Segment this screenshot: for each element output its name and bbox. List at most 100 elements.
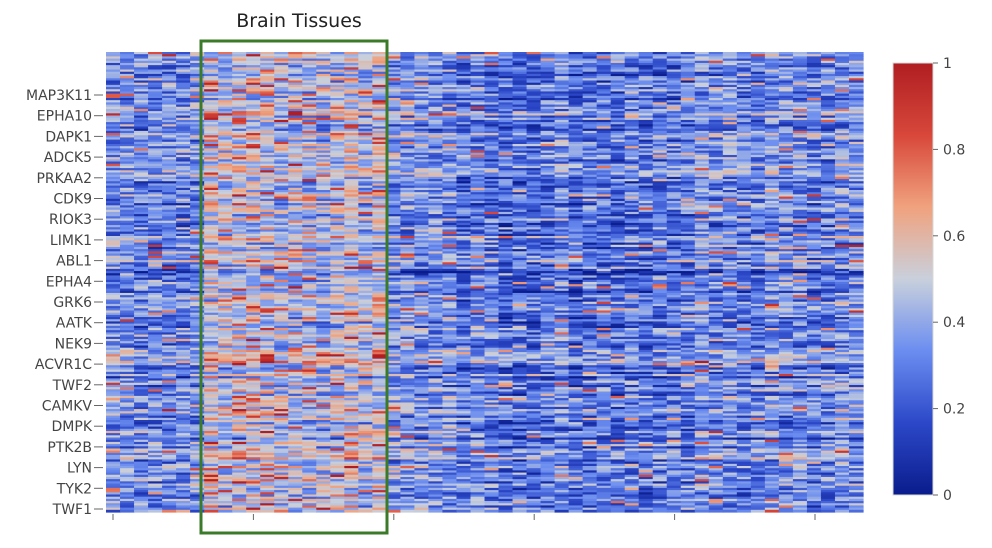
heatmap-cell bbox=[316, 152, 331, 156]
heatmap-cell bbox=[274, 60, 289, 64]
heatmap-cell bbox=[414, 65, 430, 68]
heatmap-cell bbox=[834, 60, 850, 64]
heatmap-cell bbox=[470, 102, 486, 106]
heatmap-cell bbox=[624, 52, 640, 55]
heatmap-cell bbox=[680, 62, 696, 66]
heatmap-cell bbox=[764, 124, 780, 128]
heatmap-cell bbox=[372, 104, 387, 108]
heatmap-cell bbox=[372, 60, 387, 64]
heatmap-cell bbox=[652, 106, 668, 110]
heatmap-cell bbox=[652, 139, 668, 143]
heatmap-cell bbox=[260, 130, 275, 134]
heatmap-cell bbox=[792, 62, 808, 66]
heatmap-cell bbox=[512, 154, 528, 158]
heatmap-cell bbox=[106, 54, 121, 57]
heatmap-cell bbox=[708, 82, 724, 86]
heatmap-cell bbox=[624, 71, 640, 75]
heatmap-cell bbox=[806, 67, 822, 71]
heatmap-cell bbox=[302, 58, 317, 62]
heatmap-cell bbox=[806, 148, 822, 152]
heatmap-cell bbox=[232, 102, 247, 106]
heatmap-cell bbox=[372, 69, 387, 73]
heatmap-cell bbox=[764, 157, 780, 160]
heatmap-cell bbox=[722, 130, 738, 134]
heatmap-cell bbox=[372, 141, 387, 145]
heatmap-cell bbox=[806, 128, 822, 132]
heatmap-cell bbox=[176, 87, 191, 90]
heatmap-cell bbox=[680, 135, 696, 139]
heatmap-cell bbox=[456, 76, 472, 79]
heatmap-cell bbox=[288, 67, 303, 71]
heatmap-cell bbox=[204, 69, 219, 73]
heatmap-cell bbox=[526, 100, 542, 103]
heatmap-cell bbox=[806, 52, 822, 55]
heatmap-cell bbox=[638, 133, 654, 136]
heatmap-cell bbox=[120, 115, 135, 119]
heatmap-cell bbox=[848, 119, 864, 123]
heatmap-cell bbox=[442, 71, 458, 75]
heatmap-cell bbox=[414, 91, 430, 95]
heatmap-cell bbox=[680, 87, 696, 90]
heatmap-cell bbox=[652, 150, 668, 154]
heatmap-cell bbox=[330, 67, 345, 71]
heatmap-cell bbox=[400, 87, 416, 90]
heatmap-cell bbox=[694, 98, 710, 101]
heatmap-cell bbox=[232, 141, 247, 145]
heatmap-cell bbox=[274, 122, 289, 125]
heatmap-cell bbox=[358, 152, 373, 156]
heatmap-cell bbox=[344, 148, 359, 152]
heatmap-cell bbox=[120, 93, 135, 97]
heatmap-cell bbox=[666, 130, 682, 134]
heatmap-cell bbox=[232, 135, 247, 139]
heatmap-cell bbox=[820, 148, 836, 152]
heatmap-cell bbox=[148, 119, 163, 123]
heatmap-cell bbox=[442, 108, 458, 112]
heatmap-cell bbox=[694, 71, 710, 75]
heatmap-cell bbox=[302, 87, 317, 90]
heatmap-cell bbox=[834, 82, 850, 86]
heatmap-cell bbox=[120, 87, 135, 90]
heatmap-cell bbox=[134, 104, 149, 108]
heatmap-cell bbox=[764, 159, 780, 163]
heatmap-cell bbox=[414, 139, 430, 143]
heatmap-cell bbox=[484, 108, 500, 112]
heatmap-cell bbox=[484, 76, 500, 79]
heatmap-cell bbox=[330, 60, 345, 64]
heatmap-cell bbox=[764, 139, 780, 143]
heatmap-cell bbox=[302, 106, 317, 110]
heatmap-cell bbox=[624, 102, 640, 106]
heatmap-cell bbox=[274, 84, 289, 88]
heatmap-cell bbox=[106, 73, 121, 77]
heatmap-cell bbox=[582, 58, 598, 62]
heatmap-cell bbox=[190, 150, 205, 154]
heatmap-cell bbox=[554, 144, 570, 147]
heatmap-cell bbox=[596, 122, 612, 125]
heatmap-cell bbox=[106, 108, 121, 112]
heatmap-cell bbox=[526, 159, 542, 163]
heatmap-cell bbox=[246, 146, 261, 149]
heatmap-cell bbox=[806, 73, 822, 77]
heatmap-cell bbox=[624, 139, 640, 143]
heatmap-cell bbox=[148, 82, 163, 86]
heatmap-cell bbox=[260, 82, 275, 86]
heatmap-cell bbox=[120, 146, 135, 149]
heatmap-cell bbox=[652, 62, 668, 66]
heatmap-cell bbox=[792, 52, 808, 55]
heatmap-cell bbox=[316, 65, 331, 68]
heatmap-cell bbox=[190, 144, 205, 147]
heatmap-cell bbox=[666, 76, 682, 79]
heatmap-cell bbox=[372, 54, 387, 57]
heatmap-cell bbox=[666, 135, 682, 139]
heatmap-cell bbox=[638, 111, 654, 114]
heatmap-cell bbox=[848, 141, 864, 145]
heatmap-cell bbox=[652, 58, 668, 62]
heatmap-cell bbox=[610, 71, 626, 75]
heatmap-cell bbox=[554, 84, 570, 88]
heatmap-cell bbox=[120, 111, 135, 114]
heatmap-cell bbox=[848, 111, 864, 114]
heatmap-cell bbox=[778, 148, 794, 152]
heatmap-cell bbox=[400, 100, 416, 103]
heatmap-cell bbox=[806, 126, 822, 130]
heatmap-cell bbox=[190, 146, 205, 149]
heatmap-cell bbox=[442, 128, 458, 132]
